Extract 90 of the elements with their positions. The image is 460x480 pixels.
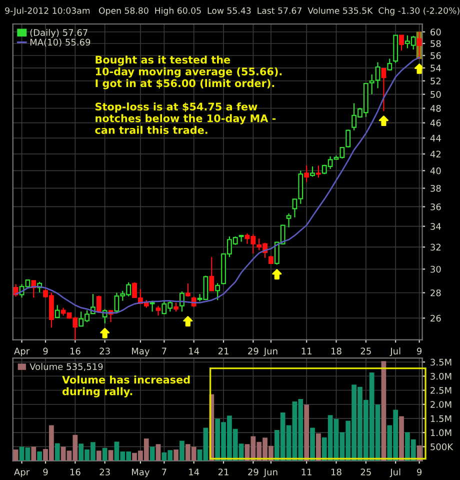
y-tick-label: 1.5M xyxy=(430,415,452,422)
x-tick-label: Jun xyxy=(263,468,278,478)
bar xyxy=(31,446,36,461)
y-tick-label: 34 xyxy=(430,223,441,230)
x-tick-label: 25 xyxy=(360,468,371,476)
x-tick-label: 29 xyxy=(248,468,258,476)
legend-label: MA(10) 55.69 xyxy=(30,38,90,47)
x-tick-label: 9 xyxy=(43,468,48,476)
y-tick-label: 54 xyxy=(430,64,441,72)
bar xyxy=(174,450,178,461)
x-tick-label: Apr xyxy=(14,468,30,478)
x-tick-label: Jul xyxy=(390,468,400,478)
x-tick-label: 9 xyxy=(417,348,422,354)
x-tick-label: 25 xyxy=(360,348,371,354)
y-tick-label: 50 xyxy=(430,91,441,98)
annotation: Volume has increased during rally. xyxy=(62,376,190,398)
x-tick-label: 9 xyxy=(417,468,422,476)
bar xyxy=(304,404,310,461)
bar xyxy=(54,443,60,461)
x-tick-label: 9 xyxy=(43,348,48,354)
x-tick-label: Jul xyxy=(390,347,400,356)
y-tick-label: 3.5M xyxy=(430,358,452,366)
legend-label: (Daily) 57.67 xyxy=(30,28,88,38)
bar xyxy=(13,450,18,461)
y-tick-label: 2.5M xyxy=(430,386,452,394)
x-tick-label: 16 xyxy=(70,348,80,354)
x-tick-label: 11 xyxy=(302,468,312,476)
y-tick-label: 60 xyxy=(430,28,441,36)
y-tick-label: 46 xyxy=(430,120,441,126)
x-tick-label: 16 xyxy=(70,468,80,476)
x-tick-label: 23 xyxy=(100,348,110,354)
x-tick-label: May xyxy=(132,348,150,356)
candlestick xyxy=(381,67,386,112)
y-tick-label: 58 xyxy=(430,40,441,48)
x-tick-label: 18 xyxy=(331,468,342,476)
candlestick xyxy=(310,166,315,178)
y-tick-label: 32 xyxy=(430,244,440,251)
candlestick xyxy=(54,304,60,319)
y-tick-label: 56 xyxy=(430,52,441,60)
y-tick-label: 2.0M xyxy=(430,401,452,408)
bar xyxy=(310,428,315,461)
x-tick-label: 7 xyxy=(162,468,166,476)
y-tick-label: 52 xyxy=(430,78,440,84)
x-tick-label: 23 xyxy=(100,468,110,476)
x-tick-label: 18 xyxy=(331,348,342,354)
y-tick-label: 500K xyxy=(430,443,454,450)
candlestick xyxy=(180,290,184,312)
x-tick-label: Jun xyxy=(263,348,278,356)
bar xyxy=(150,446,155,461)
x-tick-label: Apr xyxy=(14,348,30,356)
y-tick-label: 36 xyxy=(430,203,441,210)
x-tick-label: 7 xyxy=(162,348,166,354)
chart-subtitle: 9-Jul-2012 10:03am Open 58.80 High 60.05 Low 55.43 Last 57.67 Volume 535.5K Chg -1.30 (-2.20%) xyxy=(5,7,460,16)
x-tick-label: May xyxy=(132,468,150,478)
x-tick-label: 14 xyxy=(189,348,200,354)
y-tick-label: 26 xyxy=(430,314,441,322)
bar xyxy=(108,450,114,461)
candlestick xyxy=(304,165,310,183)
x-tick-label: 14 xyxy=(189,468,200,476)
candlestick xyxy=(316,165,321,178)
y-tick-label: 3.0M xyxy=(430,372,452,380)
y-tick-label: 1.0M xyxy=(430,429,452,436)
y-tick-label: 48 xyxy=(430,104,441,112)
candlestick xyxy=(156,305,161,316)
bar xyxy=(381,361,386,461)
bar xyxy=(96,450,102,461)
x-tick-label: 21 xyxy=(218,468,228,476)
y-tick-label: 44 xyxy=(430,134,441,142)
bar xyxy=(399,416,404,461)
y-tick-label: 40 xyxy=(430,167,441,174)
bar xyxy=(102,448,108,461)
y-tick-label: 38 xyxy=(430,184,441,192)
y-tick-label: 42 xyxy=(430,150,440,158)
bar xyxy=(37,451,42,461)
bar xyxy=(316,433,321,461)
candlestick xyxy=(286,212,292,228)
x-tick-label: 29 xyxy=(248,348,258,354)
y-tick-label: 30 xyxy=(430,266,441,273)
y-tick-label: 28 xyxy=(430,289,441,296)
candlestick xyxy=(399,34,404,52)
candlestick xyxy=(215,282,220,301)
candlestick xyxy=(209,256,214,292)
candlestick xyxy=(185,282,190,298)
bar xyxy=(156,444,161,461)
legend-label: Volume 535,519 xyxy=(30,363,103,371)
bar xyxy=(180,440,184,461)
x-tick-label: 11 xyxy=(302,348,312,354)
x-tick-label: 21 xyxy=(218,348,228,354)
text: Bought as it tested the 10-day moving average (55.66). I got in at $56.00 (limit order). Stop-loss is at $54.75 a few notches below the 10-day MA - can trail this trade. xyxy=(95,56,282,134)
candlestick xyxy=(96,295,102,314)
